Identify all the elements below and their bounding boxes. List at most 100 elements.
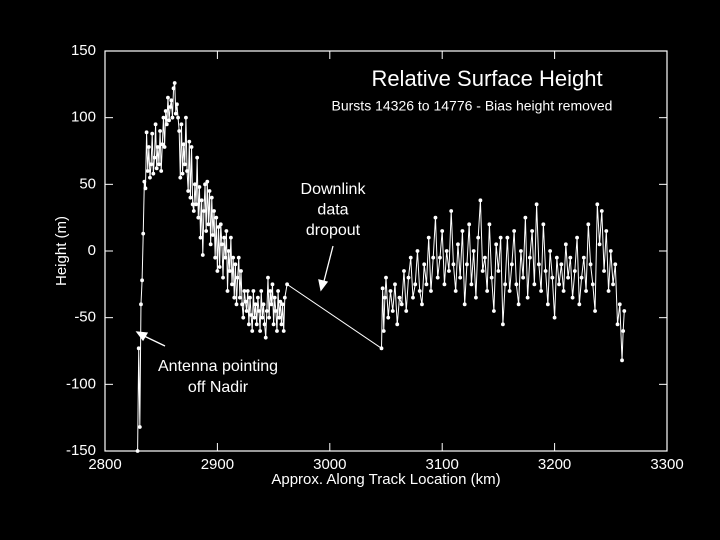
data-point bbox=[163, 109, 168, 113]
data-point bbox=[442, 282, 447, 287]
data-point bbox=[225, 289, 230, 293]
data-point bbox=[195, 155, 200, 160]
data-point bbox=[253, 302, 258, 307]
data-point bbox=[469, 282, 474, 287]
data-point bbox=[543, 269, 548, 273]
data-point bbox=[384, 275, 388, 280]
data-point bbox=[223, 255, 228, 260]
data-point bbox=[561, 289, 566, 293]
data-point bbox=[271, 322, 276, 327]
data-point bbox=[471, 249, 476, 253]
data-point bbox=[458, 275, 463, 280]
data-point bbox=[251, 289, 256, 293]
data-point bbox=[140, 278, 144, 283]
data-point bbox=[178, 175, 183, 180]
data-point bbox=[438, 255, 442, 260]
data-point bbox=[380, 286, 385, 291]
data-point bbox=[505, 235, 510, 240]
data-point bbox=[157, 162, 161, 167]
data-point bbox=[532, 282, 537, 287]
y-tick-label: -150 bbox=[66, 442, 96, 459]
data-point bbox=[386, 315, 391, 320]
data-point bbox=[282, 295, 287, 300]
data-point bbox=[172, 81, 177, 85]
data-point bbox=[422, 262, 427, 267]
arrow-head bbox=[135, 331, 149, 342]
data-point bbox=[154, 166, 159, 171]
data-point bbox=[514, 282, 519, 287]
y-axis-label: Height (m) bbox=[53, 216, 70, 286]
data-point bbox=[185, 169, 189, 173]
data-point bbox=[196, 215, 201, 220]
data-point bbox=[606, 289, 611, 293]
data-point bbox=[285, 282, 289, 287]
x-tick-label: 2900 bbox=[201, 456, 234, 473]
data-point bbox=[234, 302, 239, 307]
data-point bbox=[267, 315, 272, 320]
data-point bbox=[584, 289, 588, 293]
data-point bbox=[408, 255, 413, 260]
data-point bbox=[190, 202, 195, 207]
data-point bbox=[180, 171, 185, 176]
data-point bbox=[241, 315, 246, 320]
data-point bbox=[485, 289, 490, 293]
data-point bbox=[206, 222, 211, 227]
data-point bbox=[559, 262, 564, 267]
data-point bbox=[397, 295, 402, 300]
data-point bbox=[159, 169, 164, 173]
data-point bbox=[554, 255, 559, 260]
data-point bbox=[581, 255, 586, 260]
data-point bbox=[278, 299, 283, 304]
data-point bbox=[214, 215, 219, 220]
data-point bbox=[622, 309, 627, 313]
data-point bbox=[161, 115, 166, 120]
data-point bbox=[617, 302, 622, 307]
data-point bbox=[194, 202, 198, 207]
data-point bbox=[173, 111, 178, 116]
data-point bbox=[413, 282, 418, 287]
data-point bbox=[230, 282, 234, 287]
data-point bbox=[248, 295, 252, 300]
arrows bbox=[135, 245, 334, 347]
data-point bbox=[613, 262, 618, 267]
data-point bbox=[608, 249, 613, 253]
data-point bbox=[512, 229, 517, 233]
annotation: off Nadir bbox=[188, 379, 249, 396]
data-point bbox=[602, 269, 606, 273]
data-point bbox=[474, 295, 478, 300]
data-point bbox=[141, 231, 146, 236]
data-point bbox=[171, 86, 176, 91]
annotation: Antenna pointing bbox=[158, 358, 278, 375]
data-point bbox=[255, 295, 260, 300]
data-point bbox=[393, 282, 397, 287]
x-tick-label: 3200 bbox=[538, 456, 571, 473]
data-point bbox=[415, 249, 420, 253]
data-point bbox=[235, 275, 240, 280]
chart-title: Relative Surface Height bbox=[371, 66, 602, 91]
data-point bbox=[487, 222, 492, 227]
data-point bbox=[218, 222, 223, 227]
data-point bbox=[209, 195, 214, 200]
data-point bbox=[269, 302, 274, 307]
data-point bbox=[272, 295, 277, 300]
data-point bbox=[142, 179, 147, 184]
data-point bbox=[236, 255, 241, 260]
data-point bbox=[160, 142, 165, 147]
data-point bbox=[552, 315, 557, 320]
data-point bbox=[557, 282, 561, 287]
data-point bbox=[237, 295, 242, 300]
data-point bbox=[379, 346, 384, 351]
data-point bbox=[191, 209, 196, 213]
data-point bbox=[187, 139, 192, 144]
data-point bbox=[215, 269, 220, 273]
data-point bbox=[541, 222, 546, 227]
annotation: data bbox=[317, 202, 348, 219]
annotation: Downlink bbox=[301, 181, 367, 198]
data-point bbox=[153, 122, 158, 127]
data-point bbox=[203, 182, 207, 187]
data-point bbox=[135, 449, 140, 453]
y-tick-label: 100 bbox=[71, 109, 96, 126]
data-point bbox=[150, 131, 155, 136]
data-point bbox=[233, 262, 238, 267]
